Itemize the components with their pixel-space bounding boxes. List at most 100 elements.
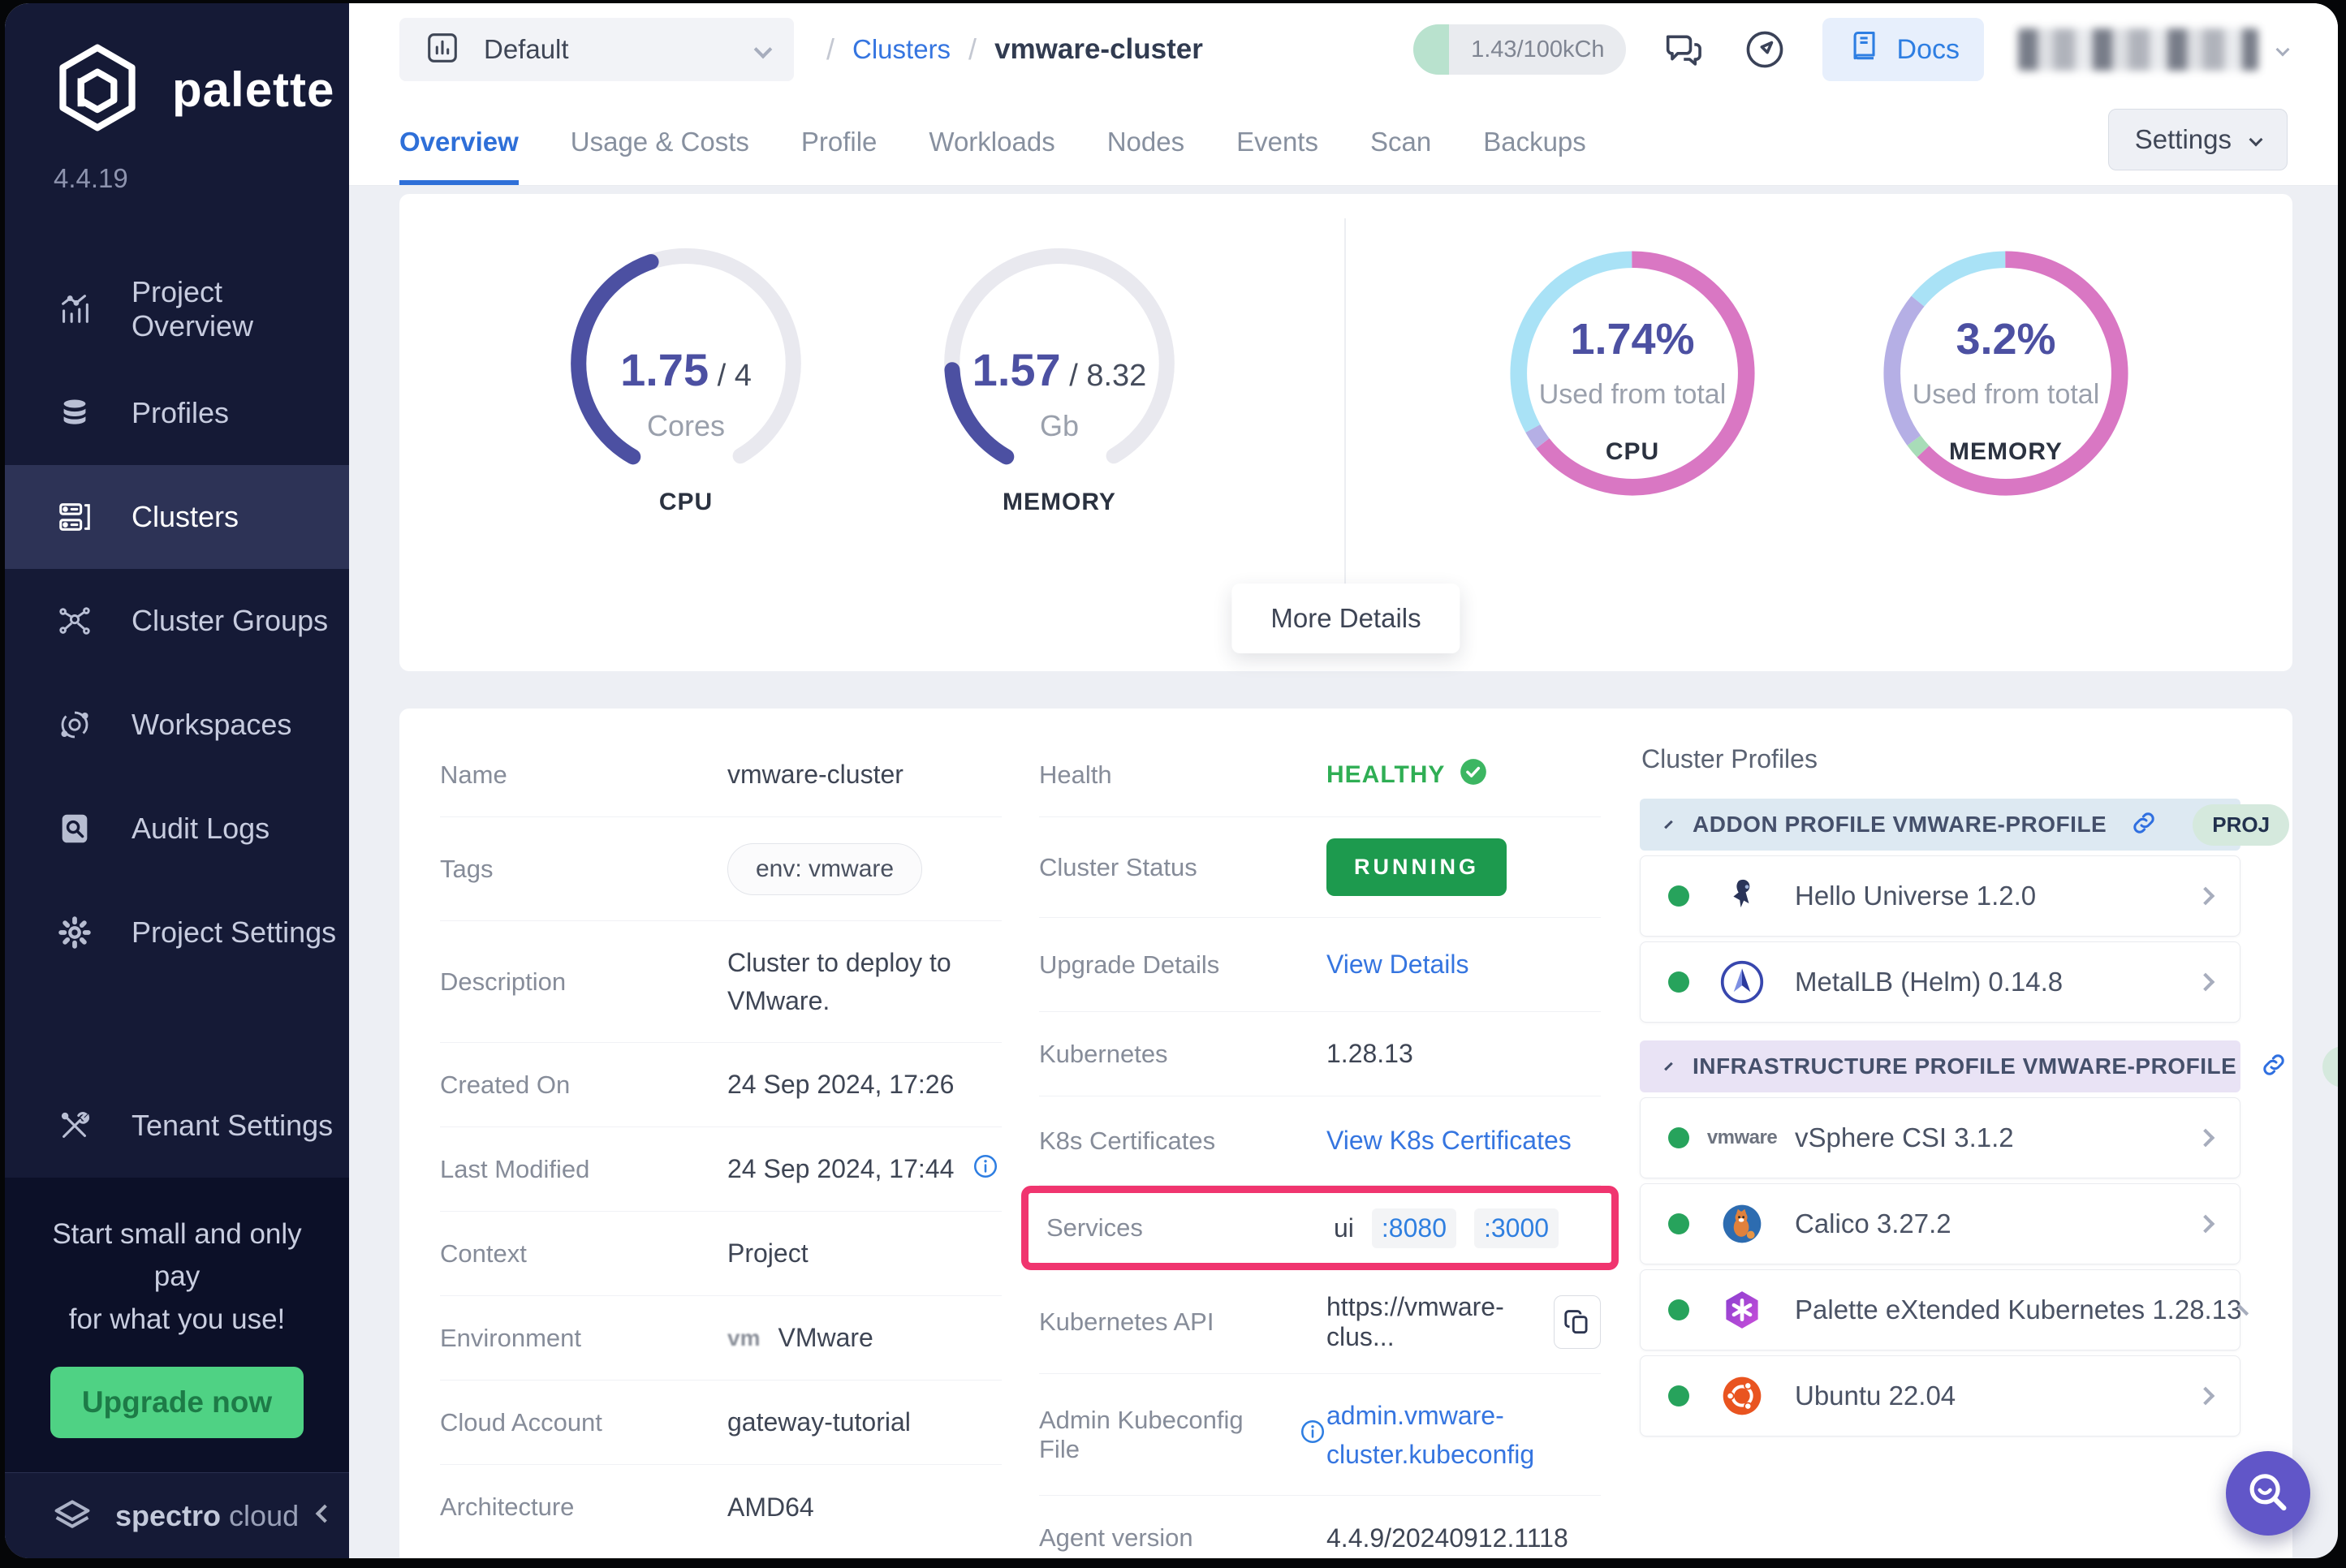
- check-circle-icon: [1458, 756, 1489, 794]
- detail-label: Admin Kubeconfig File: [1039, 1405, 1244, 1463]
- infrastructure-profile-header[interactable]: INFRASTRUCTURE PROFILE VMWARE-PROFILE PR…: [1640, 1040, 2338, 1092]
- sidebar-item-audit-logs[interactable]: Audit Logs: [5, 777, 349, 881]
- upgrade-now-button[interactable]: Upgrade now: [50, 1367, 304, 1438]
- cluster-groups-icon: [54, 602, 96, 640]
- view-details-link[interactable]: View Details: [1326, 950, 1469, 979]
- sidebar-item-clusters[interactable]: Clusters: [5, 465, 349, 569]
- profile-layer-palette-extended-kubernetes[interactable]: Palette eXtended Kubernetes 1.28.13: [1640, 1269, 2249, 1350]
- kubeconfig-download-link[interactable]: cluster.kubeconfig: [1326, 1439, 1535, 1469]
- profile-layer-name: vSphere CSI 3.1.2: [1795, 1122, 2014, 1152]
- main-area: Default / Clusters / vmware-cluster 1.43…: [349, 3, 2338, 1558]
- detail-row-admin-kubeconfig: Admin Kubeconfig File admin.vmware- clus…: [1039, 1374, 1601, 1496]
- clusters-icon: [54, 498, 96, 536]
- app-window: palette 4.4.19 Project Overview: [5, 3, 2338, 1558]
- sidebar-item-workspaces[interactable]: Workspaces: [5, 673, 349, 777]
- donut-memory-caption: Used from total: [1912, 379, 2100, 410]
- upgrade-banner: Start small and only pay for what you us…: [5, 1177, 349, 1472]
- app-version: 4.4.19: [54, 163, 128, 193]
- detail-row-tags: Tags env: vmware: [440, 817, 1002, 921]
- gauge-memory-unit: Gb: [1039, 409, 1080, 442]
- view-k8s-certificates-link[interactable]: View K8s Certificates: [1326, 1126, 1572, 1155]
- project-scope-label: Default: [484, 34, 569, 64]
- detail-row-cluster-status: Cluster Status RUNNING: [1039, 817, 1601, 918]
- donut-cpu-label: CPU: [1605, 438, 1660, 465]
- info-icon[interactable]: [1299, 1418, 1326, 1452]
- profile-layer-hello-universe[interactable]: Hello Universe 1.2.0: [1640, 855, 2240, 937]
- project-scope-selector[interactable]: Default: [399, 18, 794, 81]
- spectro-cloud-logo-icon: [49, 1490, 96, 1541]
- tab-overview[interactable]: Overview: [399, 127, 519, 185]
- info-icon[interactable]: [972, 1152, 999, 1187]
- metallb-icon: [1714, 959, 1770, 1005]
- description-value: Cluster to deploy to VMware.: [727, 948, 951, 1015]
- profile-layer-vsphere-csi[interactable]: vmware vSphere CSI 3.1.2: [1640, 1097, 2240, 1178]
- sidebar-item-label: Clusters: [132, 500, 239, 533]
- detail-row-context: Context Project: [440, 1212, 1002, 1296]
- breadcrumb-clusters-link[interactable]: Clusters: [852, 34, 951, 64]
- sidebar-item-label: Profiles: [132, 396, 230, 429]
- compass-button[interactable]: [1741, 26, 1788, 73]
- sidebar-item-project-overview[interactable]: Project Overview: [5, 257, 349, 361]
- detail-label: Agent version: [1039, 1523, 1193, 1552]
- detail-row-k8s-certificates: K8s Certificates View K8s Certificates: [1039, 1096, 1601, 1186]
- page-header: Default / Clusters / vmware-cluster 1.43…: [349, 3, 2338, 186]
- addon-profile-title: ADDON PROFILE VMWARE-PROFILE: [1693, 812, 2107, 837]
- sidebar-item-cluster-groups[interactable]: Cluster Groups: [5, 569, 349, 673]
- sidebar-item-tenant-settings[interactable]: Tenant Settings: [5, 1074, 349, 1178]
- palette-logo-icon: [50, 41, 144, 139]
- gauge-cpu-readout: 1.75 / 4 Cores: [552, 343, 820, 443]
- sidebar-item-label: Tenant Settings: [132, 1108, 334, 1142]
- gauge-cpu-label: CPU: [658, 489, 714, 515]
- tab-nodes[interactable]: Nodes: [1106, 127, 1185, 157]
- scope-badge: PROJ: [2322, 1045, 2338, 1088]
- tab-bar: Overview Usage & Costs Profile Workloads…: [399, 96, 2288, 185]
- detail-label: K8s Certificates: [1039, 1126, 1216, 1155]
- donuts-panel: 1.74% Used from total CPU 3.2% Used from…: [1346, 194, 2292, 671]
- gauge-cpu: 1.75 / 4 Cores CPU: [552, 239, 820, 516]
- sidebar-item-label: Workspaces: [132, 708, 292, 741]
- status-dot: [1668, 1213, 1689, 1234]
- kubeconfig-download-link[interactable]: admin.vmware-: [1326, 1400, 1504, 1430]
- donut-memory: 3.2% Used from total MEMORY: [1872, 239, 2140, 511]
- profile-layer-metallb[interactable]: MetalLB (Helm) 0.14.8: [1640, 941, 2240, 1023]
- sidebar-collapse-button[interactable]: [315, 1504, 334, 1524]
- profile-layer-name: Calico 3.27.2: [1795, 1208, 1951, 1238]
- architecture-value: AMD64: [727, 1492, 814, 1522]
- usage-quota-fill: [1412, 24, 1449, 75]
- user-menu[interactable]: [2018, 28, 2290, 71]
- profile-layer-calico[interactable]: Calico 3.27.2: [1640, 1183, 2240, 1264]
- service-port-link-8080[interactable]: :8080: [1371, 1208, 1456, 1248]
- tab-profile[interactable]: Profile: [800, 127, 878, 157]
- agent-version-value: 4.4.9/20240912.1118: [1326, 1523, 1568, 1553]
- addon-profile-header[interactable]: ADDON PROFILE VMWARE-PROFILE PROJ: [1640, 799, 2290, 851]
- copy-button[interactable]: [1553, 1294, 1601, 1349]
- donut-memory-readout: 3.2% Used from total MEMORY: [1872, 314, 2140, 466]
- kubernetes-api-url: https://vmware-clus...: [1326, 1291, 1504, 1351]
- cloud-account-value: gateway-tutorial: [727, 1407, 911, 1437]
- status-badge: RUNNING: [1326, 838, 1507, 896]
- detail-row-description: Description Cluster to deploy to VMware.: [440, 921, 1002, 1043]
- tab-scan[interactable]: Scan: [1369, 127, 1432, 157]
- chevron-down-icon: [1664, 820, 1673, 829]
- donut-cpu-caption: Used from total: [1538, 379, 1727, 410]
- detail-label: Last Modified: [440, 1154, 590, 1183]
- detail-row-kubernetes: Kubernetes 1.28.13: [1039, 1012, 1601, 1096]
- profile-layer-ubuntu[interactable]: Ubuntu 22.04: [1640, 1355, 2240, 1437]
- sidebar-item-profiles[interactable]: Profiles: [5, 361, 349, 465]
- tab-usage-costs[interactable]: Usage & Costs: [570, 127, 749, 157]
- more-details-button[interactable]: More Details: [1231, 584, 1460, 653]
- service-port-link-3000[interactable]: :3000: [1473, 1208, 1559, 1248]
- support-search-fab[interactable]: [2226, 1451, 2310, 1536]
- tab-backups[interactable]: Backups: [1483, 127, 1586, 157]
- sidebar-item-project-settings[interactable]: Project Settings: [5, 881, 349, 984]
- brand-logo-row: palette: [5, 3, 349, 139]
- docs-button[interactable]: Docs: [1822, 18, 1984, 81]
- tab-events[interactable]: Events: [1236, 127, 1318, 157]
- gauge-memory-readout: 1.57 / 8.32 Gb: [925, 343, 1193, 443]
- upgrade-text-line1: Start small and only pay: [52, 1217, 302, 1293]
- tab-workloads[interactable]: Workloads: [929, 127, 1055, 157]
- settings-button[interactable]: Settings: [2107, 109, 2288, 170]
- chat-button[interactable]: [1660, 26, 1707, 73]
- project-overview-icon: [54, 291, 96, 328]
- environment-value: VMware: [778, 1323, 873, 1352]
